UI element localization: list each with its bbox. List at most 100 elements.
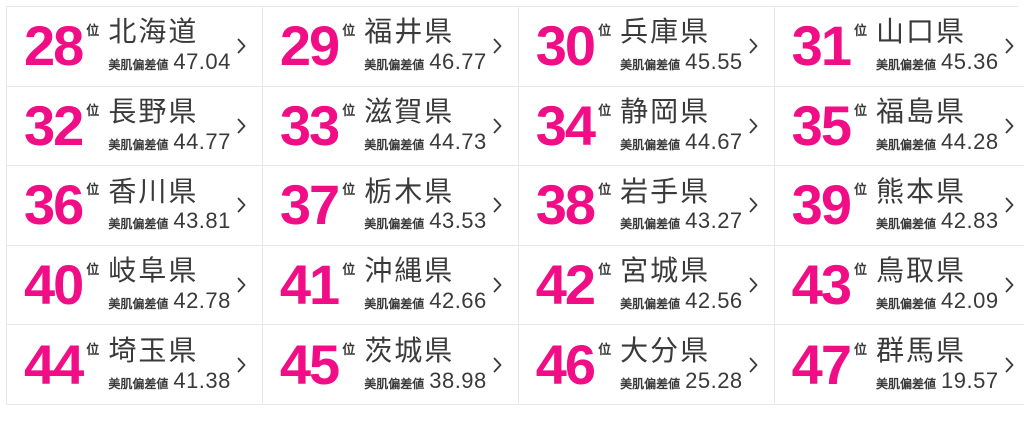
ranking-card-rank-38[interactable]: 38 位 岩手県 美肌偏差値 43.27 [518, 166, 775, 246]
score-value: 42.09 [941, 287, 999, 313]
rank-suffix-label: 位 [598, 341, 612, 357]
rank-number: 45 [279, 332, 340, 396]
ranking-card-rank-46[interactable]: 46 位 大分県 美肌偏差値 25.28 [518, 325, 775, 405]
rank-number: 40 [24, 253, 84, 317]
rank-group: 39 位 [791, 173, 867, 237]
ranking-card-rank-30[interactable]: 30 位 兵庫県 美肌偏差値 45.55 [518, 7, 775, 87]
prefecture-info: 熊本県 美肌偏差値 42.83 [875, 176, 999, 235]
prefecture-info: 福井県 美肌偏差値 46.77 [364, 17, 487, 75]
rank-suffix-label: 位 [342, 262, 356, 278]
score-label: 美肌偏差値 [364, 137, 425, 152]
ranking-card-rank-29[interactable]: 29 位 福井県 美肌偏差値 46.77 [262, 7, 519, 87]
prefecture-name: 福井県 [364, 16, 455, 48]
prefecture-name: 宮城県 [620, 255, 711, 287]
ranking-card-rank-39[interactable]: 39 位 熊本県 美肌偏差値 42.83 [774, 166, 1024, 246]
prefecture-name: 埼玉県 [108, 334, 199, 366]
chevron-right-icon [487, 118, 502, 134]
score-value: 46.77 [429, 49, 487, 75]
score-value: 43.81 [173, 208, 231, 234]
prefecture-info: 栃木県 美肌偏差値 43.53 [364, 176, 487, 235]
chevron-right-icon [231, 38, 246, 54]
rank-group: 31 位 [792, 18, 867, 74]
rank-suffix-label: 位 [853, 341, 867, 357]
prefecture-info: 宮城県 美肌偏差値 42.56 [620, 255, 743, 314]
score-row: 美肌偏差値 38.98 [364, 368, 487, 394]
ranking-card-rank-45[interactable]: 45 位 茨城県 美肌偏差値 38.98 [262, 325, 519, 405]
ranking-card-rank-43[interactable]: 43 位 鳥取県 美肌偏差値 42.09 [774, 245, 1024, 326]
prefecture-name: 茨城県 [364, 334, 455, 366]
chevron-right-icon [743, 277, 758, 293]
rank-number: 44 [24, 332, 84, 396]
prefecture-info: 岩手県 美肌偏差値 43.27 [620, 176, 743, 235]
score-label: 美肌偏差値 [364, 376, 425, 391]
score-label: 美肌偏差値 [108, 217, 169, 232]
ranking-card-rank-41[interactable]: 41 位 沖縄県 美肌偏差値 42.66 [262, 245, 519, 326]
score-label: 美肌偏差値 [620, 376, 681, 391]
score-value: 45.55 [685, 49, 743, 75]
prefecture-info: 静岡県 美肌偏差値 44.67 [620, 95, 743, 155]
score-label: 美肌偏差値 [875, 217, 936, 232]
rank-suffix-label: 位 [86, 102, 100, 118]
score-label: 美肌偏差値 [108, 137, 169, 152]
ranking-card-rank-31[interactable]: 31 位 山口県 美肌偏差値 45.36 [774, 7, 1024, 87]
score-row: 美肌偏差値 46.77 [364, 49, 487, 75]
rank-suffix-label: 位 [342, 23, 356, 39]
chevron-right-icon [743, 357, 758, 373]
rank-number: 43 [791, 253, 852, 317]
rank-suffix-label: 位 [598, 23, 612, 39]
rank-group: 41 位 [280, 256, 356, 312]
ranking-card-rank-32[interactable]: 32 位 長野県 美肌偏差値 44.77 [7, 86, 263, 167]
prefecture-name: 岐阜県 [108, 255, 199, 287]
ranking-card-rank-37[interactable]: 37 位 栃木県 美肌偏差値 43.53 [262, 166, 519, 246]
ranking-grid: 28 位 北海道 美肌偏差値 47.04 29 位 福井県 美肌偏差値 46.7… [6, 6, 1024, 405]
chevron-right-icon [743, 118, 758, 134]
rank-suffix-label: 位 [598, 182, 612, 198]
score-label: 美肌偏差値 [108, 376, 169, 391]
rank-group: 43 位 [791, 253, 867, 317]
ranking-card-rank-42[interactable]: 42 位 宮城県 美肌偏差値 42.56 [518, 245, 775, 326]
prefecture-name: 群馬県 [875, 334, 966, 366]
rank-group: 38 位 [536, 177, 612, 233]
score-value: 19.57 [941, 367, 999, 393]
score-label: 美肌偏差値 [620, 217, 681, 232]
prefecture-name: 静岡県 [620, 95, 711, 127]
rank-suffix-label: 位 [86, 182, 100, 198]
ranking-card-rank-47[interactable]: 47 位 群馬県 美肌偏差値 19.57 [774, 325, 1024, 405]
ranking-card-rank-36[interactable]: 36 位 香川県 美肌偏差値 43.81 [7, 166, 263, 246]
rank-suffix-label: 位 [86, 262, 100, 278]
chevron-right-icon [999, 118, 1014, 134]
ranking-card-rank-40[interactable]: 40 位 岐阜県 美肌偏差値 42.78 [7, 245, 263, 326]
chevron-right-icon [999, 197, 1014, 213]
prefecture-info: 大分県 美肌偏差値 25.28 [620, 335, 743, 394]
prefecture-name: 福島県 [875, 95, 966, 127]
rank-number: 42 [535, 253, 596, 317]
prefecture-info: 長野県 美肌偏差値 44.77 [108, 96, 231, 155]
score-label: 美肌偏差値 [875, 296, 936, 311]
score-row: 美肌偏差値 47.04 [108, 49, 231, 75]
score-value: 45.36 [941, 49, 999, 75]
prefecture-name: 北海道 [108, 16, 199, 48]
ranking-card-rank-44[interactable]: 44 位 埼玉県 美肌偏差値 41.38 [7, 325, 263, 405]
rank-suffix-label: 位 [342, 341, 356, 357]
score-row: 美肌偏差値 43.81 [108, 208, 231, 234]
rank-group: 34 位 [536, 97, 611, 153]
score-label: 美肌偏差値 [875, 137, 936, 152]
score-value: 44.28 [941, 128, 999, 154]
score-row: 美肌偏差値 45.36 [876, 49, 999, 75]
score-value: 42.78 [173, 287, 231, 313]
rank-suffix-label: 位 [342, 102, 356, 118]
ranking-card-rank-35[interactable]: 35 位 福島県 美肌偏差値 44.28 [774, 86, 1024, 167]
chevron-right-icon [487, 357, 502, 373]
score-value: 44.73 [429, 128, 487, 154]
ranking-card-rank-28[interactable]: 28 位 北海道 美肌偏差値 47.04 [7, 7, 263, 87]
prefecture-info: 滋賀県 美肌偏差値 44.73 [364, 96, 487, 155]
score-row: 美肌偏差値 19.57 [876, 368, 999, 394]
rank-suffix-label: 位 [853, 23, 867, 39]
rank-group: 32 位 [24, 97, 100, 153]
prefecture-info: 山口県 美肌偏差値 45.36 [876, 17, 999, 75]
ranking-card-rank-34[interactable]: 34 位 静岡県 美肌偏差値 44.67 [518, 86, 775, 167]
rank-number: 29 [279, 14, 340, 78]
rank-number: 39 [791, 173, 852, 237]
rank-group: 44 位 [24, 332, 99, 396]
ranking-card-rank-33[interactable]: 33 位 滋賀県 美肌偏差値 44.73 [262, 86, 519, 167]
